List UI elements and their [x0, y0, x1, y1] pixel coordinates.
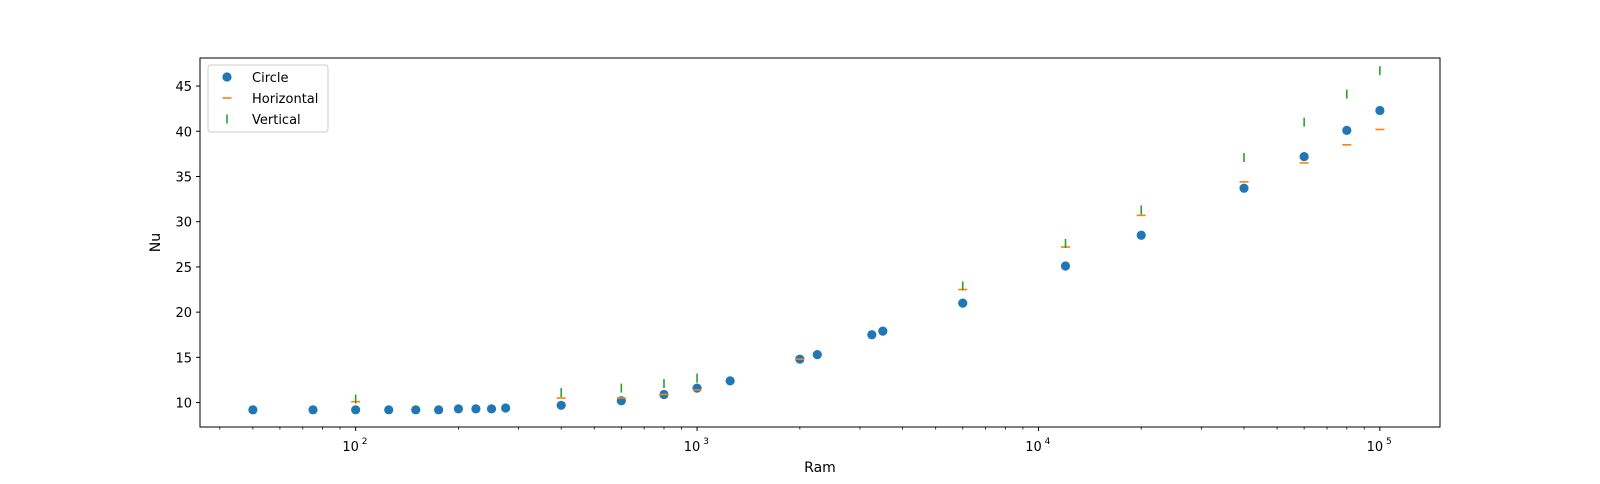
circle-point [878, 326, 888, 336]
y-tick-label: 35 [175, 170, 192, 185]
x-tick-label: 10 [342, 440, 359, 455]
legend-box [207, 64, 329, 133]
circle-point [453, 404, 464, 414]
circle-point [1299, 151, 1309, 162]
x-tick-label: 10 [684, 440, 701, 455]
circle-point [434, 405, 444, 415]
circle-point [1060, 261, 1071, 271]
x-tick-label: 10 [1367, 440, 1384, 455]
circle-point [1342, 125, 1352, 135]
x-tick-exponent: 2 [362, 437, 368, 447]
legend-marker-circle [222, 72, 232, 82]
y-tick-label: 15 [175, 351, 192, 366]
y-tick-label: 10 [175, 397, 192, 412]
x-tick-label: 10 [1025, 440, 1042, 455]
y-tick-label: 45 [175, 80, 192, 95]
x-tick-exponent: 5 [1386, 437, 1392, 447]
circle-point [501, 403, 511, 413]
circle-point [384, 405, 394, 415]
circle-point [812, 350, 822, 360]
circle-point [248, 405, 258, 415]
legend: Circle Horizontal Vertical [207, 64, 329, 133]
y-tick-label: 30 [175, 216, 192, 231]
x-axis: 10 2 10 3 10 4 10 5 [219, 427, 1392, 455]
y-tick-label: 40 [175, 125, 192, 140]
circle-point [725, 376, 735, 386]
circle-point [471, 404, 481, 414]
circle-point [692, 383, 702, 393]
circle-point [1136, 230, 1146, 240]
legend-label: Horizontal [252, 92, 318, 107]
legend-label: Vertical [252, 113, 301, 128]
circle-point [351, 405, 361, 415]
y-tick-label: 25 [175, 261, 192, 276]
circle-point [411, 405, 421, 415]
circle-point [1239, 183, 1249, 193]
circle-point [958, 298, 968, 308]
x-tick-exponent: 4 [1045, 437, 1051, 447]
plot-marks [248, 66, 1385, 415]
circle-point [486, 404, 497, 414]
circle-point [556, 400, 566, 410]
y-axis-label: Nu [148, 233, 164, 252]
y-tick-label: 20 [175, 306, 192, 321]
circle-point [308, 405, 318, 415]
legend-label: Circle [252, 71, 289, 86]
x-axis-label: Ram [804, 460, 836, 476]
circle-point [867, 330, 877, 340]
y-axis: 10 15 20 25 30 35 40 45 [175, 80, 200, 412]
x-tick-exponent: 3 [703, 437, 709, 447]
plot-frame [199, 57, 1441, 428]
circle-point [1375, 105, 1385, 116]
